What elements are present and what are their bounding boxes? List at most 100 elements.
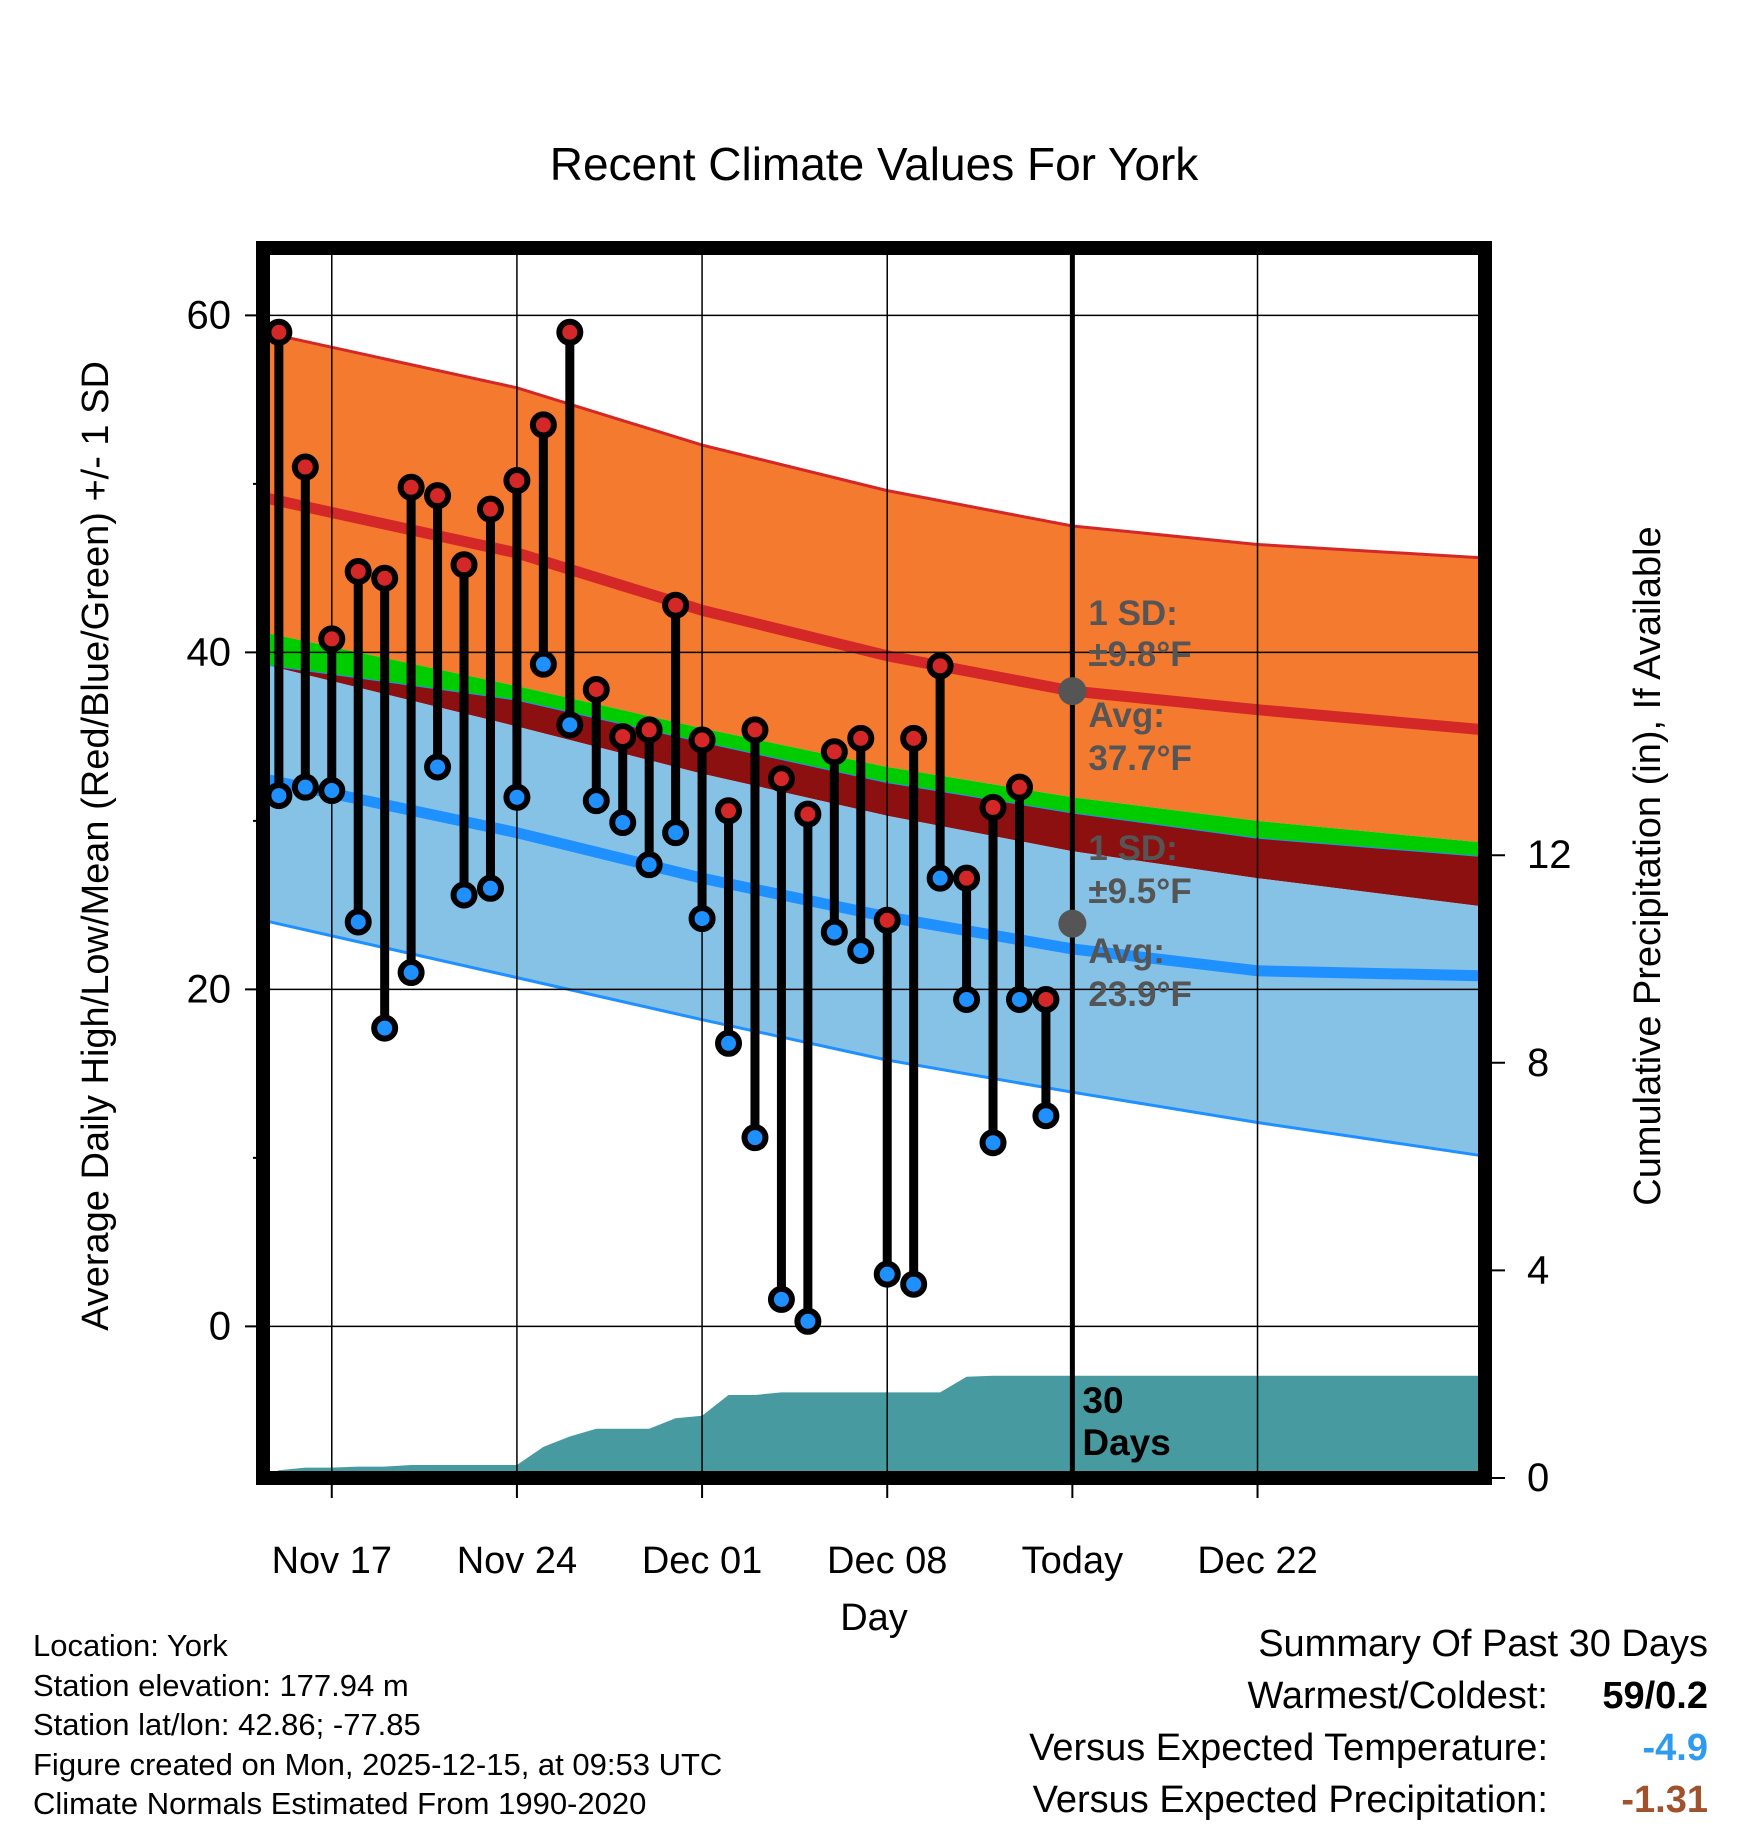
low-avg-marker — [1058, 909, 1087, 938]
high-temp-dot — [820, 738, 848, 766]
precip-label: Versus Expected Precipitation: — [1032, 1779, 1548, 1821]
x-tick-label: Nov 24 — [457, 1540, 577, 1582]
y2-axis-label: Cumulative Precipitation (in), If Availa… — [1627, 526, 1669, 1205]
summary-warm-cold: Warmest/Coldest: 59/0.2 — [1029, 1670, 1708, 1722]
low-temp-dot — [1005, 985, 1033, 1013]
high-sd-label: 1 SD: — [1088, 594, 1177, 633]
chart-title: Recent Climate Values For York — [550, 138, 1200, 190]
elevation-text: Station elevation: 177.94 m — [33, 1667, 409, 1703]
low-temp-dot — [291, 773, 319, 801]
high-temp-dot — [609, 723, 637, 751]
high-temp-dot — [979, 793, 1007, 821]
days-count: 30 — [1082, 1380, 1123, 1421]
mean-normal-line — [263, 632, 1485, 857]
low-temp-dot — [503, 783, 531, 811]
summary-title: Summary Of Past 30 Days — [1258, 1623, 1708, 1665]
low-temp-dot — [741, 1124, 769, 1152]
high-temp-dot — [424, 482, 452, 510]
y2-tick-label: 12 — [1527, 833, 1572, 877]
high-temp-dot — [1005, 773, 1033, 801]
high-temp-dot — [344, 558, 372, 586]
y-tick-label: 60 — [187, 293, 232, 337]
low-temp-dot — [397, 959, 425, 987]
high-temp-dot — [873, 906, 901, 934]
high-temp-dot — [926, 652, 954, 680]
high-temp-dot — [450, 551, 478, 579]
high-avg-value: 37.7°F — [1088, 739, 1192, 778]
high-temp-dot — [529, 411, 557, 439]
high-temp-dot — [662, 591, 690, 619]
high-temp-dot — [1032, 985, 1060, 1013]
x-tick-label: Nov 17 — [272, 1540, 392, 1582]
high-temp-dot — [635, 716, 663, 744]
temp-label: Versus Expected Temperature: — [1029, 1727, 1548, 1769]
high-temp-dot — [847, 724, 875, 752]
y2-tick-label: 4 — [1527, 1248, 1549, 1292]
low-temp-dot — [265, 782, 293, 810]
precip-area — [263, 1375, 1485, 1478]
low-temp-dot — [662, 819, 690, 847]
temp-value: -4.9 — [1642, 1727, 1708, 1769]
summary-panel: Summary Of Past 30 Days Warmest/Coldest:… — [1029, 1618, 1708, 1826]
high-temp-dot — [741, 716, 769, 744]
high-temp-dot — [291, 453, 319, 481]
high-temp-dot — [556, 318, 584, 346]
high-temp-dot — [476, 495, 504, 523]
high-temp-dot — [371, 564, 399, 592]
low-temp-dot — [767, 1285, 795, 1313]
low-temp-dot — [953, 985, 981, 1013]
low-temp-dot — [900, 1270, 928, 1298]
low-temp-dot — [873, 1260, 901, 1288]
low-temp-dot — [609, 809, 637, 837]
high-temp-dot — [794, 800, 822, 828]
high-temp-dot — [265, 318, 293, 346]
low-temp-dot — [715, 1029, 743, 1057]
high-avg-marker — [1058, 677, 1087, 706]
low-temp-dot — [847, 937, 875, 965]
normals-text: Climate Normals Estimated From 1990-2020 — [33, 1786, 647, 1821]
x-tick-label: Dec 22 — [1197, 1540, 1317, 1582]
x-tick-label: Today — [1022, 1540, 1123, 1582]
warm-cold-value: 59/0.2 — [1602, 1675, 1708, 1717]
high-sd-value: ±9.8°F — [1088, 635, 1191, 674]
low-temp-dot — [926, 864, 954, 892]
high-temp-dot — [503, 467, 531, 495]
low-sd-label: 1 SD: — [1088, 829, 1177, 868]
low-sd-value: ±9.5°F — [1088, 872, 1191, 911]
low-temp-dot — [582, 787, 610, 815]
low-temp-dot — [635, 851, 663, 879]
warm-cold-label: Warmest/Coldest: — [1247, 1675, 1548, 1717]
low-temp-dot — [344, 908, 372, 936]
low-temp-dot — [820, 918, 848, 946]
high-temp-dot — [900, 724, 928, 752]
latlon-text: Station lat/lon: 42.86; -77.85 — [33, 1707, 421, 1742]
y-tick-label: 20 — [187, 967, 232, 1011]
x-tick-label: Dec 08 — [827, 1540, 947, 1582]
low-temp-dot — [476, 874, 504, 902]
low-temp-dot — [794, 1307, 822, 1335]
station-info: Location: York Station elevation: 177.94… — [33, 1626, 722, 1824]
low-temp-dot — [979, 1129, 1007, 1157]
low-temp-dot — [318, 777, 346, 805]
days-label: Days — [1082, 1422, 1170, 1463]
precip-value: -1.31 — [1621, 1779, 1708, 1821]
high-temp-dot — [582, 675, 610, 703]
y-tick-label: 40 — [187, 630, 232, 674]
location-text: Location: York — [33, 1628, 228, 1663]
y-axis-label: Average Daily High/Low/Mean (Red/Blue/Gr… — [75, 361, 117, 1331]
high-temp-dot — [397, 473, 425, 501]
high-temp-dot — [953, 864, 981, 892]
high-temp-dot — [715, 797, 743, 825]
low-avg-value: 23.9°F — [1088, 975, 1192, 1014]
y2-tick-label: 0 — [1527, 1456, 1549, 1500]
created-text: Figure created on Mon, 2025-12-15, at 09… — [33, 1746, 723, 1782]
high-temp-dot — [767, 765, 795, 793]
high-avg-label: Avg: — [1088, 696, 1164, 735]
y2-tick-label: 8 — [1527, 1041, 1549, 1085]
low-temp-dot — [424, 753, 452, 781]
x-tick-label: Dec 01 — [642, 1540, 762, 1582]
summary-precip: Versus Expected Precipitation: -1.31 — [1029, 1774, 1708, 1826]
low-temp-dot — [556, 711, 584, 739]
low-temp-dot — [1032, 1102, 1060, 1130]
